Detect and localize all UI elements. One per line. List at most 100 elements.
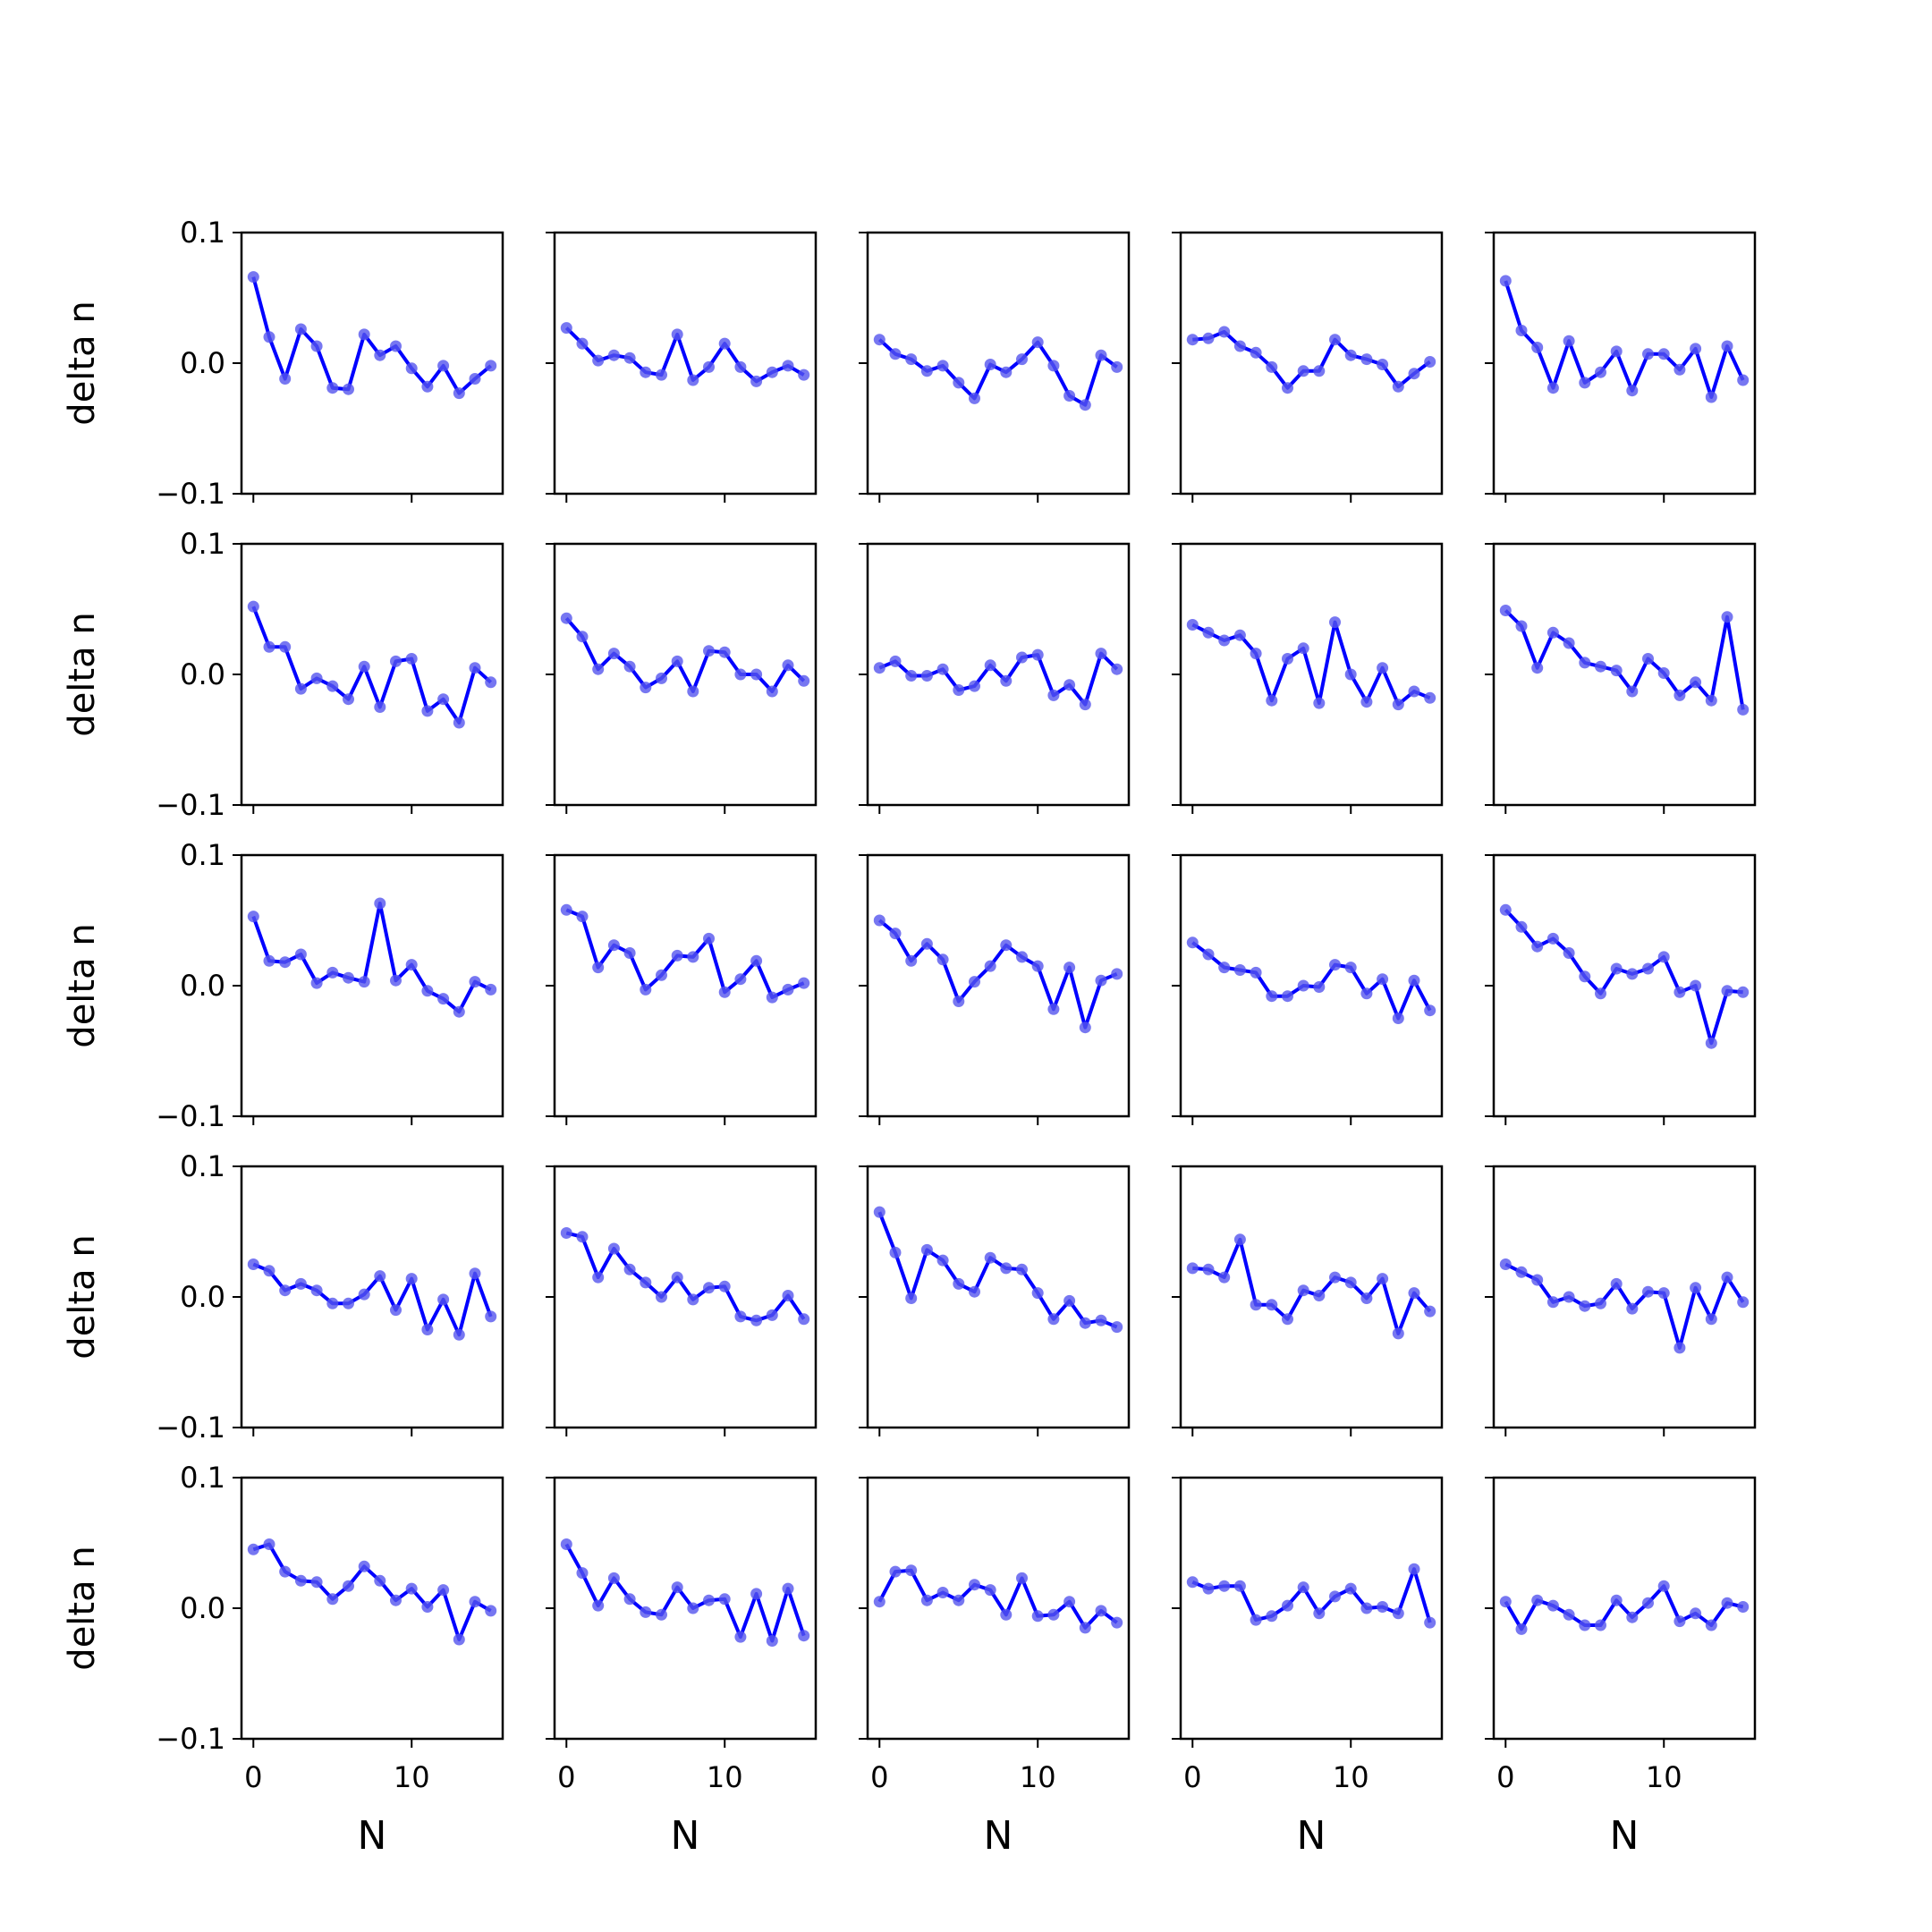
data-point-r0-c2-6 bbox=[969, 392, 980, 404]
data-point-r3-c0-9 bbox=[390, 1304, 402, 1317]
data-point-r1-c4-9 bbox=[1642, 653, 1654, 665]
data-point-r0-c1-12 bbox=[750, 375, 763, 387]
series-line-r3-c4 bbox=[1504, 1262, 1745, 1350]
data-point-r4-c3-5 bbox=[1266, 1610, 1278, 1623]
data-point-r4-c4-0 bbox=[1499, 1596, 1512, 1608]
data-point-r4-c1-6 bbox=[656, 1608, 667, 1621]
data-point-r1-c1-12 bbox=[750, 668, 763, 681]
data-point-r1-c0-8 bbox=[374, 701, 386, 713]
data-point-r3-c3-1 bbox=[1202, 1263, 1215, 1275]
data-point-r4-c3-4 bbox=[1250, 1614, 1262, 1626]
data-point-r1-c2-7 bbox=[984, 659, 996, 672]
data-point-r3-c0-2 bbox=[279, 1284, 292, 1297]
data-point-r4-c2-4 bbox=[936, 1587, 949, 1598]
data-point-r1-c3-10 bbox=[1344, 668, 1357, 681]
data-point-r3-c1-0 bbox=[560, 1227, 572, 1239]
data-point-r2-c4-3 bbox=[1546, 932, 1559, 945]
x-tick-label-c2-1: 10 bbox=[1020, 1760, 1056, 1794]
data-point-r0-c3-6 bbox=[1282, 382, 1293, 394]
data-point-r2-c2-5 bbox=[953, 996, 965, 1007]
data-point-r1-c2-14 bbox=[1095, 648, 1107, 660]
data-point-r1-c2-0 bbox=[873, 662, 886, 674]
series-line-r0-c0 bbox=[251, 276, 492, 395]
data-point-r3-c1-10 bbox=[718, 1280, 731, 1292]
data-point-r3-c0-15 bbox=[485, 1310, 497, 1323]
x-tick-label-c2-0: 0 bbox=[870, 1760, 888, 1794]
data-point-r3-c3-7 bbox=[1297, 1284, 1309, 1297]
data-point-r4-c1-10 bbox=[718, 1593, 731, 1606]
data-point-r3-c4-1 bbox=[1515, 1266, 1528, 1278]
data-point-r3-c3-14 bbox=[1408, 1287, 1420, 1300]
data-point-r0-c3-5 bbox=[1266, 360, 1278, 373]
data-point-r4-c4-11 bbox=[1674, 1615, 1686, 1628]
data-point-r4-c1-5 bbox=[640, 1606, 652, 1618]
data-point-r3-c0-13 bbox=[453, 1328, 465, 1341]
data-point-r1-c0-1 bbox=[263, 640, 275, 653]
data-point-r4-c2-7 bbox=[984, 1584, 996, 1597]
data-point-r1-c0-7 bbox=[358, 660, 370, 673]
data-point-r0-c2-7 bbox=[984, 359, 996, 370]
data-point-r2-c2-11 bbox=[1047, 1003, 1060, 1015]
data-point-r4-c4-12 bbox=[1690, 1607, 1702, 1620]
data-point-r2-c2-3 bbox=[920, 937, 933, 950]
data-point-r2-c3-6 bbox=[1282, 990, 1293, 1003]
data-point-r4-c3-12 bbox=[1377, 1601, 1389, 1613]
data-point-r2-c1-5 bbox=[640, 983, 652, 996]
x-tick-label-c0-0: 0 bbox=[244, 1760, 262, 1794]
data-point-r4-c0-9 bbox=[390, 1594, 402, 1606]
data-point-r3-c3-11 bbox=[1360, 1292, 1373, 1304]
data-point-r3-c4-0 bbox=[1499, 1258, 1512, 1270]
data-point-r1-c1-4 bbox=[623, 660, 636, 673]
data-point-r1-c0-10 bbox=[405, 653, 418, 665]
data-point-r3-c2-3 bbox=[920, 1243, 933, 1256]
data-point-r2-c0-3 bbox=[294, 948, 307, 961]
y-tick-label-r2-2: 0.1 bbox=[180, 838, 225, 872]
data-point-r2-c2-10 bbox=[1031, 960, 1044, 972]
data-point-r3-c1-11 bbox=[734, 1310, 747, 1323]
data-point-r2-c3-12 bbox=[1377, 973, 1389, 986]
data-point-r0-c2-9 bbox=[1016, 353, 1028, 366]
data-point-r2-c1-6 bbox=[656, 969, 667, 981]
panel-frame-r1-c0 bbox=[240, 542, 504, 807]
data-point-r2-c1-10 bbox=[718, 986, 731, 998]
data-point-r4-c1-0 bbox=[560, 1538, 572, 1550]
data-point-r2-c4-15 bbox=[1737, 986, 1750, 998]
data-point-r2-c4-5 bbox=[1579, 970, 1591, 983]
data-point-r1-c1-3 bbox=[607, 648, 620, 660]
data-point-r1-c2-10 bbox=[1031, 648, 1044, 661]
series-line-r0-c3 bbox=[1192, 330, 1431, 390]
data-point-r0-c1-3 bbox=[607, 349, 620, 361]
data-point-r2-c4-2 bbox=[1531, 940, 1544, 953]
data-point-r1-c1-5 bbox=[640, 682, 652, 694]
data-point-r0-c0-12 bbox=[437, 360, 450, 372]
data-point-r3-c4-11 bbox=[1674, 1342, 1686, 1354]
data-point-r3-c2-7 bbox=[984, 1251, 996, 1264]
data-point-r1-c3-11 bbox=[1360, 696, 1373, 708]
data-point-r3-c0-3 bbox=[294, 1277, 307, 1290]
data-point-r0-c3-14 bbox=[1408, 368, 1420, 380]
data-point-r0-c0-10 bbox=[405, 362, 418, 375]
data-point-r0-c4-3 bbox=[1546, 382, 1559, 394]
data-point-r1-c3-3 bbox=[1233, 629, 1246, 641]
data-point-r0-c2-3 bbox=[920, 365, 933, 377]
data-point-r2-c2-12 bbox=[1063, 962, 1076, 974]
data-point-r3-c1-15 bbox=[798, 1313, 810, 1326]
data-point-r3-c2-9 bbox=[1016, 1263, 1028, 1275]
data-point-r2-c1-2 bbox=[592, 962, 605, 974]
data-point-r1-c1-13 bbox=[766, 685, 778, 698]
data-point-r2-c3-4 bbox=[1250, 966, 1262, 979]
y-tick-label-r4-2: 0.1 bbox=[180, 1461, 225, 1495]
data-point-r4-c4-4 bbox=[1563, 1608, 1575, 1621]
data-point-r1-c0-5 bbox=[326, 680, 339, 692]
data-point-r3-c4-5 bbox=[1579, 1300, 1591, 1312]
data-point-r1-c0-0 bbox=[247, 600, 259, 613]
data-point-r0-c4-12 bbox=[1690, 343, 1702, 355]
data-point-r0-c4-9 bbox=[1642, 348, 1654, 360]
data-point-r1-c3-12 bbox=[1377, 662, 1389, 674]
data-point-r0-c0-13 bbox=[453, 387, 465, 400]
data-point-r3-c3-2 bbox=[1218, 1271, 1231, 1284]
data-point-r4-c0-13 bbox=[453, 1633, 465, 1646]
x-tick-label-c1-1: 10 bbox=[707, 1760, 743, 1794]
data-point-r3-c0-11 bbox=[421, 1324, 434, 1335]
data-point-r3-c2-1 bbox=[889, 1246, 902, 1258]
